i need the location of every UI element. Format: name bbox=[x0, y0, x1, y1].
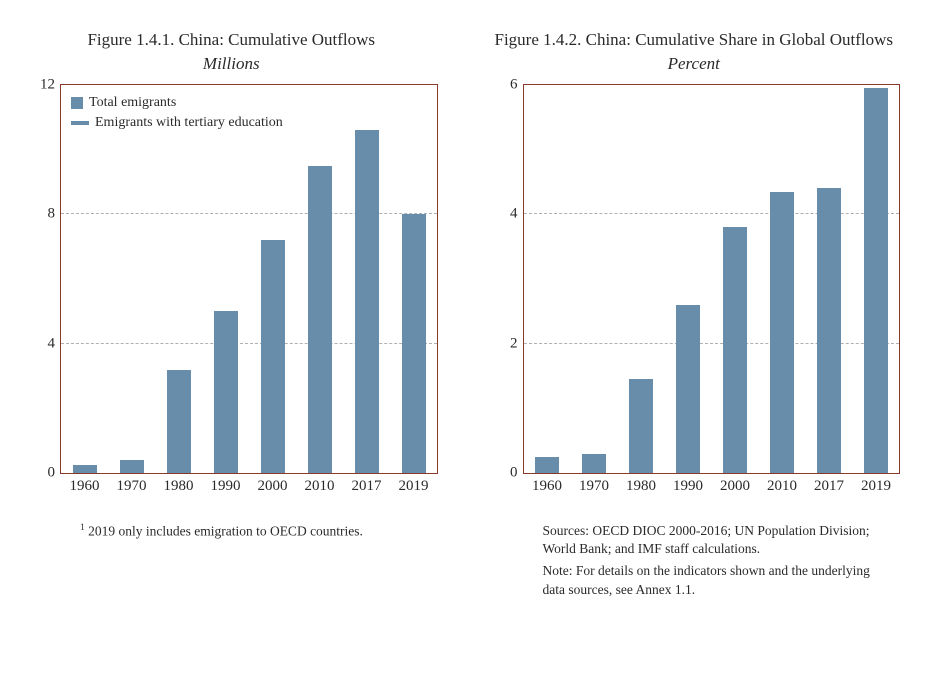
bar bbox=[723, 227, 747, 473]
bar bbox=[535, 457, 559, 473]
bar bbox=[315, 243, 325, 473]
sources: Sources: OECD DIOC 2000-2016; UN Populat… bbox=[543, 522, 881, 558]
bar bbox=[817, 188, 841, 473]
right-chart: 024619601970198019902000201020172019 bbox=[483, 84, 906, 504]
right-panel: Figure 1.4.2. China: Cumulative Share in… bbox=[483, 30, 906, 599]
left-title: Figure 1.4.1. China: Cumulative Outflows bbox=[20, 30, 443, 50]
bar bbox=[582, 454, 606, 473]
left-panel: Figure 1.4.1. China: Cumulative Outflows… bbox=[20, 30, 443, 599]
bar bbox=[676, 305, 700, 473]
bar bbox=[127, 460, 137, 473]
bar bbox=[362, 214, 372, 473]
bar bbox=[770, 192, 794, 473]
note: Note: For details on the indicators show… bbox=[543, 562, 881, 598]
bar bbox=[174, 402, 184, 473]
bar bbox=[268, 302, 278, 473]
bar bbox=[80, 465, 90, 473]
bar bbox=[864, 88, 888, 473]
left-subtitle: Millions bbox=[20, 54, 443, 74]
left-footnote: 1 2019 only includes emigration to OECD … bbox=[80, 522, 418, 541]
right-subtitle: Percent bbox=[483, 54, 906, 74]
bar bbox=[221, 360, 231, 473]
bar bbox=[629, 379, 653, 473]
right-title: Figure 1.4.2. China: Cumulative Share in… bbox=[483, 30, 906, 50]
left-chart: Total emigrants Emigrants with tertiary … bbox=[20, 84, 443, 504]
bar bbox=[409, 214, 419, 473]
